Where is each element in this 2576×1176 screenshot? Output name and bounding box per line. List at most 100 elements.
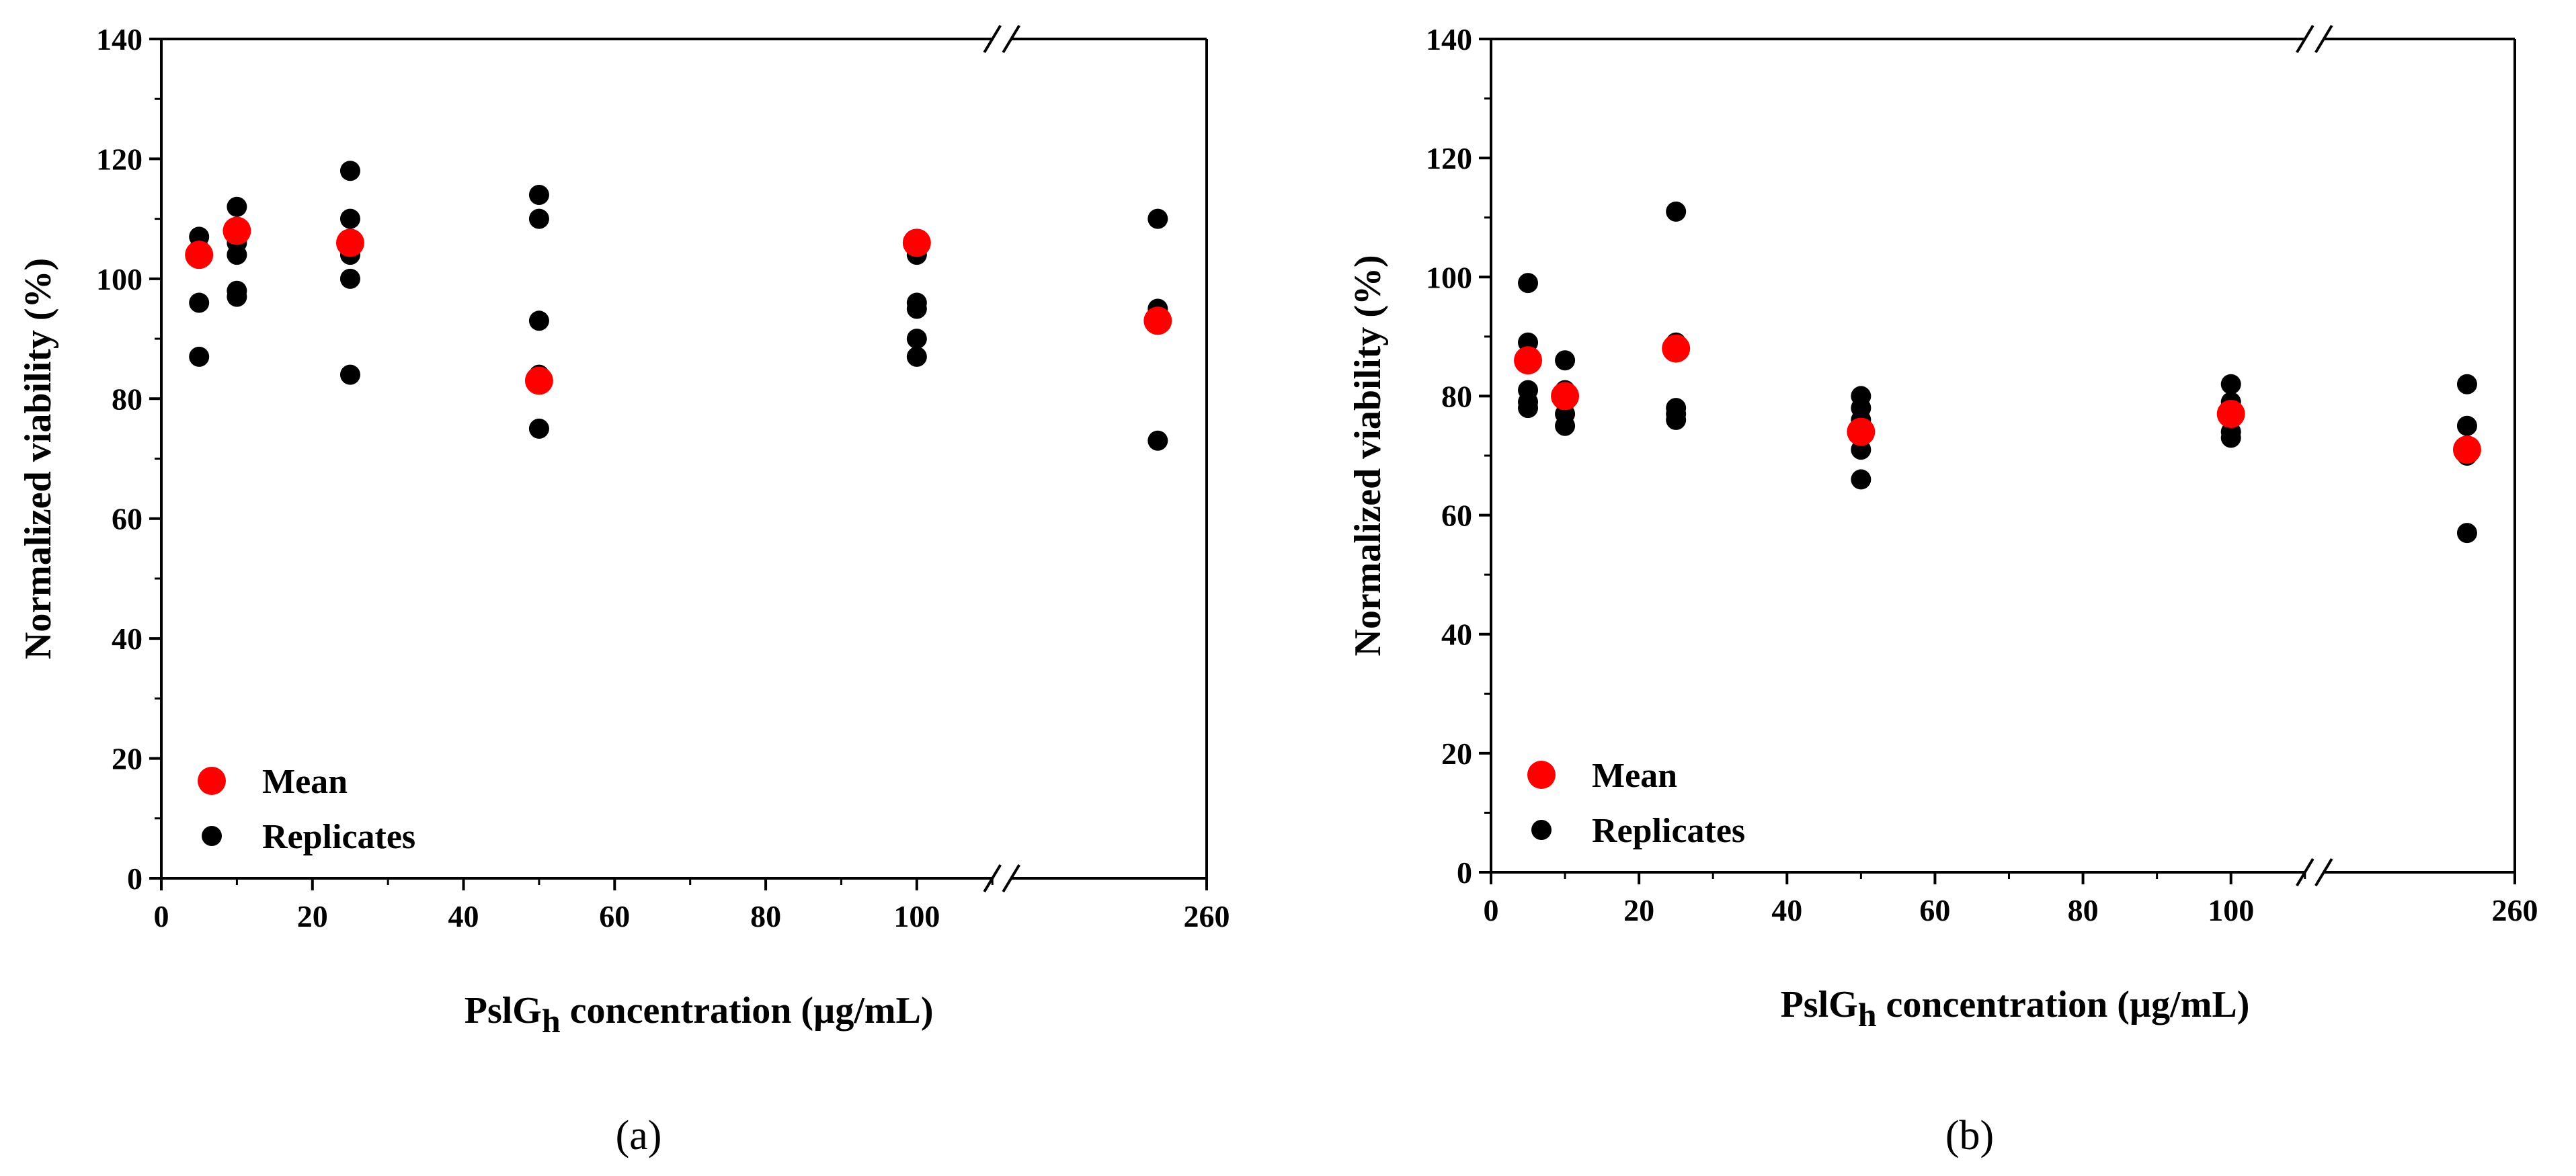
panel-label: (a) (616, 1113, 662, 1159)
replicate-point (189, 346, 210, 367)
mean-point (524, 366, 553, 395)
replicate-point (2220, 427, 2241, 448)
chart-panel-1: 0 20 40 60 80 100 120 140 0 20 40 60 80 100 260 Normali… (17, 22, 1230, 1159)
x-axis-title: PslGh concentration (µg/mL) (465, 990, 934, 1040)
x-axis-title-main: PslG (465, 990, 542, 1032)
replicate-point (1518, 398, 1539, 419)
replicate-point (2456, 374, 2477, 394)
replicate-point (2220, 374, 2241, 394)
replicate-point (528, 418, 549, 439)
y-tick-label: 0 (127, 862, 143, 896)
x-tick-label: 20 (297, 899, 328, 933)
replicate-point (227, 245, 247, 265)
x-axis-title-main: PslG (1781, 984, 1858, 1025)
legend-label-mean: Mean (262, 763, 348, 801)
y-tick-label: 40 (1441, 618, 1472, 652)
replicate-point (1555, 415, 1576, 436)
x-tick-label: 100 (2208, 893, 2254, 927)
legend-label-replicates: Replicates (262, 818, 415, 856)
replicate-point (339, 364, 360, 385)
mean-point (1514, 346, 1543, 375)
y-axis-title: Normalized viability (%) (17, 258, 59, 659)
replicate-point (2456, 523, 2477, 544)
y-tick-label: 20 (1441, 737, 1472, 771)
replicate-point (1148, 208, 1168, 229)
replicate-point (1851, 469, 1871, 490)
y-tick-label: 80 (112, 382, 143, 416)
legend-marker-replicates (202, 826, 222, 846)
mean-point (2452, 435, 2481, 464)
x-axis-title-rest: concentration (µg/mL) (1877, 984, 2250, 1025)
replicate-point (227, 286, 247, 307)
mean-point (1662, 334, 1691, 363)
replicate-point (339, 161, 360, 181)
x-tick-label: 80 (750, 899, 781, 933)
legend-marker-mean (198, 767, 226, 795)
y-tick-label: 80 (1441, 379, 1472, 413)
replicate-point (339, 268, 360, 289)
y-tick-label: 60 (112, 502, 143, 536)
legend-marker-mean (1527, 761, 1556, 789)
replicate-point (528, 184, 549, 205)
axis-break-mark (1002, 24, 1020, 54)
y-axis-title: Normalized viability (%) (1347, 255, 1389, 656)
x-axis-title-rest: concentration (µg/mL) (561, 990, 934, 1032)
y-tick-label: 100 (96, 262, 143, 296)
panel-label: (b) (1945, 1113, 1994, 1159)
axis-break-mark (983, 24, 1002, 54)
axis-break-mark (2315, 857, 2333, 887)
replicate-point (1518, 273, 1539, 294)
replicate-point (906, 329, 927, 349)
legend-label-replicates: Replicates (1592, 812, 1745, 850)
mean-point (902, 228, 931, 257)
replicate-point (339, 208, 360, 229)
x-axis-title: PslGh concentration (µg/mL) (1781, 984, 2250, 1034)
replicate-point (227, 196, 247, 217)
replicate-point (1666, 409, 1687, 430)
y-tick-label: 40 (112, 622, 143, 656)
replicate-point (1666, 201, 1687, 222)
replicate-point (906, 346, 927, 367)
replicate-point (528, 208, 549, 229)
x-tick-label: 40 (1771, 893, 1802, 927)
axis-break-mark (2315, 24, 2333, 54)
replicate-point (528, 310, 549, 331)
replicate-point (906, 298, 927, 319)
x-tick-label: 80 (2068, 893, 2099, 927)
mean-point (1143, 306, 1172, 335)
x-axis-title-subscript: h (542, 1002, 561, 1040)
x-tick-label: 260 (2492, 893, 2538, 927)
y-tick-label: 120 (96, 142, 143, 176)
mean-point (1847, 417, 1876, 446)
x-tick-label: 40 (448, 899, 479, 933)
axis-break-mark (1002, 864, 1020, 893)
axis-break-mark (2296, 24, 2315, 54)
x-tick-label: 260 (1184, 899, 1230, 933)
x-tick-label: 60 (599, 899, 630, 933)
mean-point (185, 241, 214, 269)
mean-point (1551, 382, 1580, 411)
legend-marker-replicates (1531, 820, 1552, 840)
x-tick-label: 0 (1484, 893, 1499, 927)
y-tick-label: 60 (1441, 499, 1472, 533)
y-tick-label: 140 (96, 22, 143, 56)
x-tick-label: 20 (1623, 893, 1654, 927)
y-tick-label: 120 (1426, 141, 1472, 175)
y-tick-label: 0 (1457, 855, 1472, 890)
mean-point (2216, 400, 2245, 428)
x-axis-title-subscript: h (1858, 996, 1877, 1034)
x-tick-label: 100 (893, 899, 940, 933)
y-tick-label: 100 (1426, 260, 1472, 294)
x-tick-label: 0 (154, 899, 169, 933)
replicate-point (1555, 350, 1576, 371)
chart-panel-2: 0 20 40 60 80 100 120 140 0 20 40 60 80 100 260 Normali… (1347, 22, 2538, 1159)
mean-point (335, 228, 364, 257)
y-tick-label: 140 (1426, 22, 1472, 56)
replicate-point (189, 292, 210, 313)
replicate-point (1148, 430, 1168, 451)
replicate-point (2456, 415, 2477, 436)
y-tick-label: 20 (112, 742, 143, 776)
mean-point (223, 216, 251, 245)
x-tick-label: 60 (1919, 893, 1950, 927)
